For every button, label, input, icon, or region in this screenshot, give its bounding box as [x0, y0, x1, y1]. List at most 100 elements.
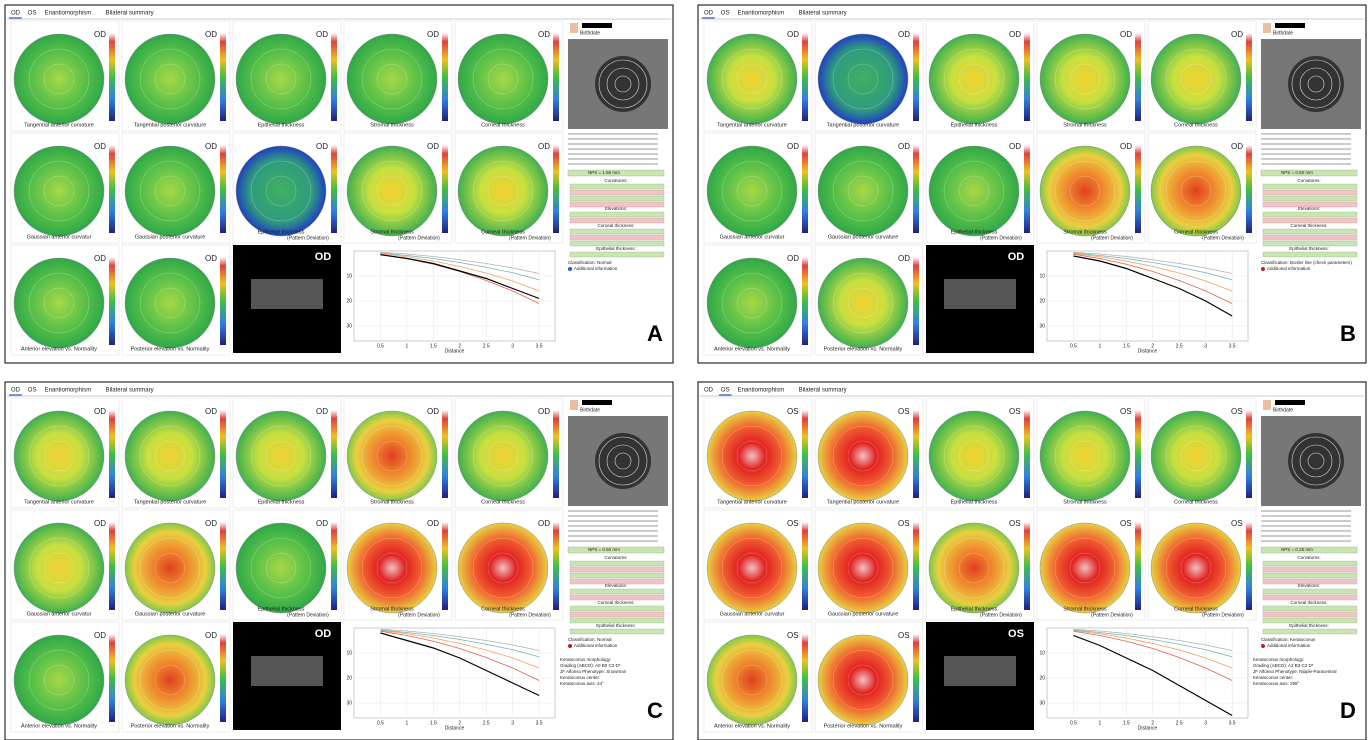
map-ring [736, 287, 768, 319]
tab[interactable]: Bilateral summary [799, 388, 847, 394]
morphology-line: JF Alfonso Phenotype: Nipple-Paracentral [1253, 669, 1337, 674]
map-caption: Tangential posterior curvature [827, 499, 899, 505]
map-caption: Corneal thickness [1174, 229, 1218, 235]
map-caption: Stromal thickness [370, 606, 414, 612]
tab[interactable]: Bilateral summary [106, 388, 154, 394]
param-line [568, 143, 658, 145]
x-tick-label: 1 [406, 343, 409, 349]
tab[interactable]: Enantiomorphism [45, 11, 92, 17]
section-label: Epithelial thickness: [1289, 623, 1329, 628]
map-ring [958, 552, 990, 584]
tab[interactable]: Enantiomorphism [738, 11, 785, 17]
map-ring [154, 664, 186, 696]
color-scale [442, 410, 448, 498]
topography-map [817, 634, 909, 726]
map-caption: Tangential anterior curvature [717, 122, 787, 128]
map-caption-sub: (Pattern Deviation) [1202, 235, 1244, 241]
topography-map [235, 33, 327, 125]
eye-iris [595, 433, 651, 489]
param-row [569, 195, 665, 202]
morphology-line: Grading (ABCD): A2 B3 C2 D* [1253, 663, 1314, 668]
tab[interactable]: OS [721, 11, 730, 17]
additional-info[interactable]: Additional information [574, 266, 618, 271]
patient-icon [1263, 23, 1271, 33]
map-caption: Epithelial thickness [951, 229, 998, 235]
map-ring [139, 537, 201, 599]
section-label: Curvatures: [1297, 178, 1320, 183]
color-scale [1135, 145, 1141, 233]
param-row [569, 228, 665, 235]
color-scale [802, 634, 808, 722]
map-caption: Gaussian posterior curvature [828, 611, 899, 617]
map-ring [943, 48, 1005, 110]
color-scale [1246, 410, 1252, 498]
param-row [569, 578, 665, 585]
topography-map [124, 257, 216, 349]
section-label: Corneal thickness: [597, 600, 634, 605]
section-label: Epithelial thickness: [596, 623, 636, 628]
param-line [568, 153, 658, 155]
tab[interactable]: OD [11, 11, 21, 17]
map-caption-sub: (Pattern Deviation) [509, 612, 551, 618]
map-caption: Anterior elevation vs. Normality [714, 346, 790, 352]
graph-curve [1073, 628, 1233, 651]
map-caption: Corneal thickness [481, 606, 525, 612]
eye-label: OS [787, 631, 799, 640]
panel-letter: A [647, 321, 663, 346]
color-scale [553, 33, 559, 121]
graph-curve [380, 629, 540, 658]
map-caption: Stromal thickness [1063, 606, 1107, 612]
eye-label: OS [1009, 519, 1021, 528]
map-caption: Tangential posterior curvature [827, 122, 899, 128]
map-ring [376, 552, 408, 584]
eye-iris [1288, 433, 1344, 489]
map-caption: Gaussian anterior curvatur [27, 611, 92, 617]
param-row [569, 566, 665, 573]
color-scale [442, 33, 448, 121]
map-ring [1054, 425, 1116, 487]
additional-info[interactable]: Additional information [1267, 643, 1311, 648]
param-row [1262, 234, 1358, 241]
map-caption: Gaussian posterior curvature [135, 611, 206, 617]
eye-label: OS [1009, 407, 1021, 416]
tab[interactable]: Bilateral summary [106, 11, 154, 17]
map-caption: Posterior elevation vs. Normality [824, 346, 903, 352]
tab[interactable]: OD [704, 388, 714, 394]
tab[interactable]: Enantiomorphism [45, 388, 92, 394]
placido-ring [614, 452, 632, 470]
map-caption: Epithelial thickness [951, 499, 998, 505]
color-scale [109, 634, 115, 722]
color-scale [109, 33, 115, 121]
tab[interactable]: Bilateral summary [799, 11, 847, 17]
map-caption: Epithelial thickness [258, 499, 305, 505]
eye-iris [595, 56, 651, 112]
map-ring [154, 552, 186, 584]
eye-label: OS [1120, 407, 1132, 416]
map-caption: Corneal thickness [1174, 122, 1218, 128]
x-tick-label: 3 [511, 720, 514, 726]
section-label: Elevations: [1298, 206, 1320, 211]
topography-map [928, 522, 1020, 614]
map-caption: Anterior elevation vs. Normality [21, 346, 97, 352]
color-scale [802, 522, 808, 610]
topography-map [817, 257, 909, 349]
oct-scan [251, 279, 323, 309]
map-ring [721, 272, 783, 334]
placido-ring [1307, 452, 1325, 470]
map-ring [139, 48, 201, 110]
param-row [1262, 588, 1358, 595]
tab[interactable]: OD [704, 11, 714, 17]
map-ring [472, 160, 534, 222]
tab[interactable]: OS [28, 11, 37, 17]
tab[interactable]: OS [721, 388, 730, 394]
eye-label: OS [1231, 519, 1243, 528]
param-row [1262, 217, 1358, 224]
color-scale [913, 522, 919, 610]
additional-info[interactable]: Additional information [1267, 266, 1311, 271]
tab[interactable]: OD [11, 388, 21, 394]
additional-info[interactable]: Additional information [574, 643, 618, 648]
map-ring [376, 175, 408, 207]
tab[interactable]: Enantiomorphism [738, 388, 785, 394]
tab[interactable]: OS [28, 388, 37, 394]
x-tick-label: 0.5 [377, 343, 384, 349]
